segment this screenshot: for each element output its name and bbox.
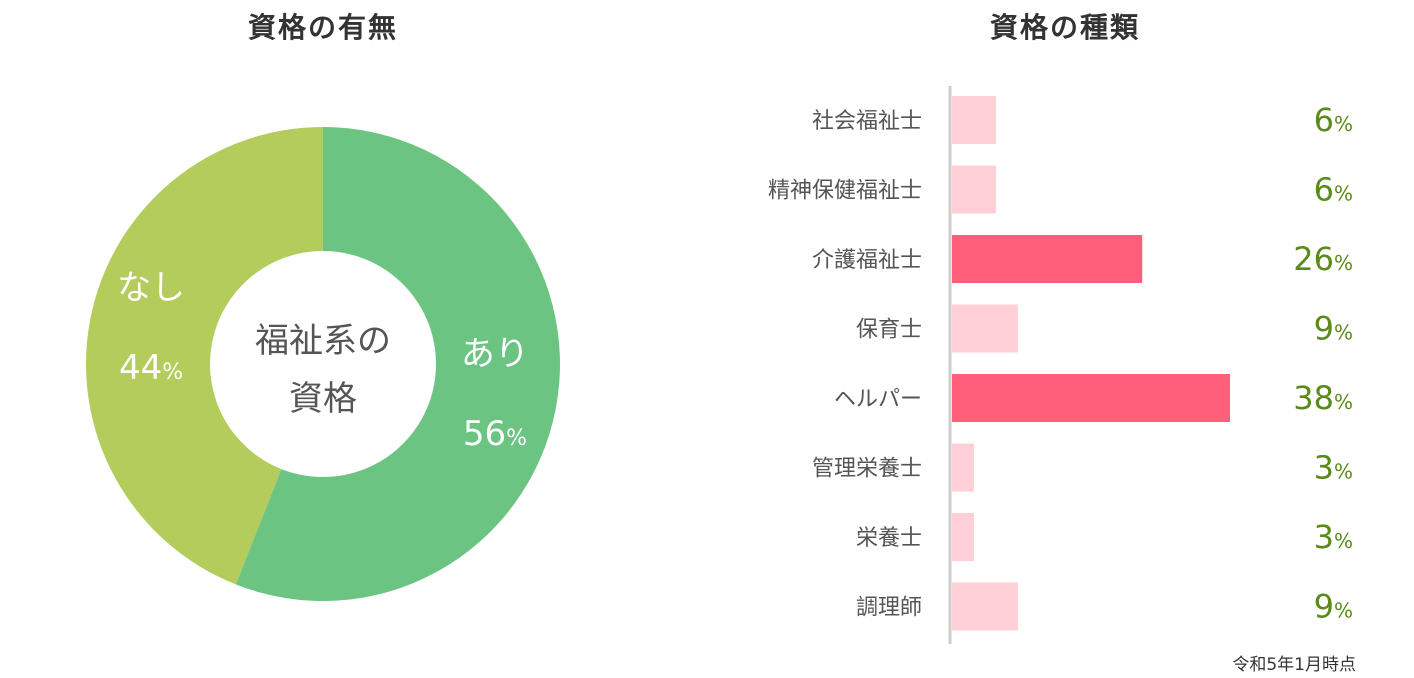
bar-value-label-5-number: 3 bbox=[1314, 449, 1334, 487]
bar-value-label-7: 9% bbox=[1314, 588, 1353, 626]
bar-category-label-7: 調理師 bbox=[856, 596, 922, 621]
bar-value-label-4-unit: % bbox=[1334, 390, 1353, 414]
bar-value-label-4-number: 38 bbox=[1293, 379, 1334, 417]
bar-value-label-1-number: 6 bbox=[1314, 171, 1334, 209]
bar-value-label-6-number: 3 bbox=[1314, 518, 1334, 556]
bar-value-label-7-unit: % bbox=[1334, 599, 1353, 623]
bar-4 bbox=[952, 374, 1230, 422]
donut-center-label-1: 資格 bbox=[289, 379, 357, 419]
bar-category-label-6: 栄養士 bbox=[856, 526, 922, 551]
bar-value-label-0: 6% bbox=[1314, 101, 1353, 139]
bar-value-label-1: 6% bbox=[1314, 171, 1353, 209]
bar-value-label-0-number: 6 bbox=[1314, 101, 1334, 139]
bar-value-label-1-unit: % bbox=[1334, 182, 1353, 206]
bar-6 bbox=[952, 513, 974, 561]
donut-slice-value-0-number: 56 bbox=[463, 414, 506, 454]
bar-value-label-4: 38% bbox=[1293, 379, 1353, 417]
donut-slice-value-0-unit: % bbox=[506, 426, 527, 451]
footnote: 令和5年1月時点 bbox=[1232, 655, 1356, 675]
bar-category-label-3: 保育士 bbox=[856, 318, 922, 343]
bar-value-label-6: 3% bbox=[1314, 518, 1353, 556]
bar-value-label-5-unit: % bbox=[1334, 460, 1353, 484]
donut-slice-label-1: なし bbox=[117, 268, 185, 308]
bar-category-label-2: 介護福祉士 bbox=[812, 248, 922, 273]
bar-category-label-0: 社会福祉士 bbox=[812, 109, 922, 134]
bar-category-label-1: 精神保健福祉士 bbox=[768, 179, 922, 204]
bar-value-label-2-number: 26 bbox=[1293, 240, 1334, 278]
donut-slice-value-1-unit: % bbox=[162, 360, 183, 385]
bar-chart-title: 資格の種類 bbox=[989, 11, 1140, 44]
bar-category-label-5: 管理栄養士 bbox=[812, 457, 922, 482]
donut-slice-0 bbox=[235, 127, 560, 601]
bar-5 bbox=[952, 443, 974, 492]
bar-category-label-4: ヘルパー bbox=[834, 387, 922, 412]
bar-value-label-3-number: 9 bbox=[1314, 310, 1334, 348]
bar-1 bbox=[952, 165, 996, 214]
bar-value-label-3-unit: % bbox=[1334, 321, 1353, 345]
bar-value-label-6-unit: % bbox=[1334, 529, 1353, 553]
donut-chart-title: 資格の有無 bbox=[247, 11, 398, 44]
donut-center-label-0: 福祉系の bbox=[255, 321, 391, 361]
bar-2 bbox=[952, 235, 1143, 283]
bar-7 bbox=[952, 582, 1018, 631]
bar-value-label-2-unit: % bbox=[1334, 251, 1353, 275]
bar-value-label-3: 9% bbox=[1314, 310, 1353, 348]
donut-slice-value-0: 56% bbox=[463, 414, 527, 454]
donut-slice-1 bbox=[85, 126, 324, 585]
bar-value-label-2: 26% bbox=[1293, 240, 1353, 278]
bar-0 bbox=[952, 96, 996, 144]
bar-value-label-7-number: 9 bbox=[1314, 588, 1334, 626]
donut-slice-label-0: あり bbox=[461, 334, 529, 374]
bar-value-label-5: 3% bbox=[1314, 449, 1353, 487]
donut-slice-value-1-number: 44 bbox=[119, 348, 162, 388]
donut-slice-value-1: 44% bbox=[119, 348, 183, 388]
bar-value-label-0-unit: % bbox=[1334, 112, 1353, 136]
bar-3 bbox=[952, 304, 1018, 353]
